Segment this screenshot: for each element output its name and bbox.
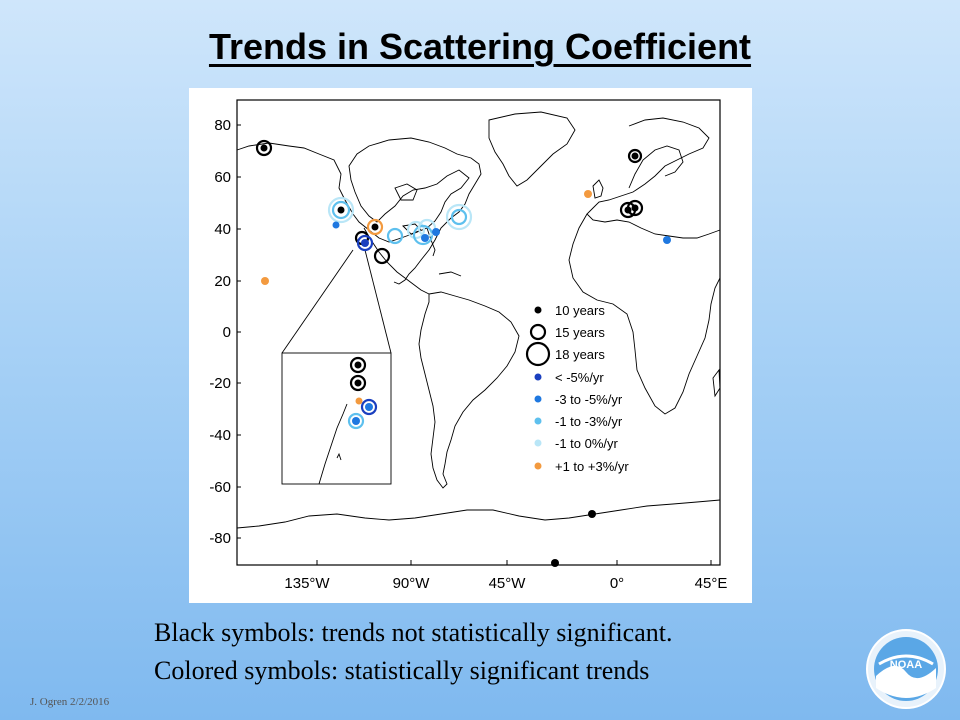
station-marker xyxy=(356,234,374,252)
inset-marker xyxy=(352,417,360,425)
noaa-logo: NOAA xyxy=(865,628,947,710)
station-marker xyxy=(331,200,351,220)
map-legend: 10 years 15 years 18 years < -5%/yr -3 t… xyxy=(525,303,629,474)
coastlines xyxy=(236,111,721,529)
legend-label: < -5%/yr xyxy=(555,370,604,385)
legend-symbol-15y xyxy=(529,323,547,341)
y-tick-label: -20 xyxy=(209,375,231,392)
legend-symbol-10y xyxy=(534,306,542,314)
legend-symbol-lt-minus5 xyxy=(534,373,542,381)
y-tick-label: -80 xyxy=(209,530,231,547)
inset-marker xyxy=(347,412,365,430)
legend-label: -3 to -5%/yr xyxy=(555,392,623,407)
legend-label: 18 years xyxy=(555,347,605,362)
slide-title: Trends in Scattering Coefficient xyxy=(0,26,960,68)
station-marker xyxy=(327,196,355,224)
noaa-logo-icon: NOAA xyxy=(866,629,946,709)
inset-marker xyxy=(365,403,373,411)
inset-box xyxy=(281,352,392,485)
station-marker xyxy=(361,239,369,247)
station-marker xyxy=(588,510,596,518)
author-date-footer: J. Ogren 2/2/2016 xyxy=(30,696,110,708)
station-markers xyxy=(255,139,671,567)
y-tick-label: -40 xyxy=(209,427,231,444)
station-marker xyxy=(450,208,468,226)
y-tick-label: 20 xyxy=(214,273,231,290)
y-tick-label: 80 xyxy=(214,117,231,134)
station-marker xyxy=(261,277,269,285)
legend-label: 15 years xyxy=(555,325,605,340)
station-marker xyxy=(445,203,473,231)
y-axis: 80 60 40 20 0 -20 -40 -60 -80 xyxy=(209,117,231,547)
caption-significant: Colored symbols: statistically significa… xyxy=(154,656,650,685)
station-marker xyxy=(332,221,340,229)
legend-symbol-m1-m3 xyxy=(534,417,542,425)
station-marker xyxy=(366,218,384,236)
station-marker xyxy=(627,148,643,164)
legend-symbol-m3-m5 xyxy=(534,395,542,403)
station-marker xyxy=(260,144,268,152)
y-tick-label: 0 xyxy=(223,324,231,341)
trend-map: 80 60 40 20 0 -20 -40 -60 -80 135°W 90°W… xyxy=(209,99,727,592)
station-marker xyxy=(551,559,559,567)
slide-title-text: Trends in Scattering Coefficient xyxy=(208,26,752,67)
station-marker xyxy=(432,228,440,236)
station-marker xyxy=(371,223,379,231)
station-marker xyxy=(337,206,345,214)
legend-label: 10 years xyxy=(555,303,605,318)
station-marker xyxy=(386,227,404,245)
inset-marker xyxy=(354,379,362,387)
legend-label: +1 to +3%/yr xyxy=(555,459,629,474)
x-tick-label: 45°W xyxy=(489,575,527,592)
inset-marker xyxy=(354,361,362,369)
station-marker xyxy=(663,236,671,244)
x-tick-label: 90°W xyxy=(393,575,431,592)
noaa-logo-text: NOAA xyxy=(890,659,922,671)
y-tick-label: -60 xyxy=(209,479,231,496)
station-marker xyxy=(406,220,426,240)
inset-marker xyxy=(349,356,367,374)
x-tick-label: 45°E xyxy=(695,575,728,592)
station-marker xyxy=(421,234,429,242)
station-marker xyxy=(631,152,639,160)
map-frame xyxy=(236,99,721,566)
map-panel: 80 60 40 20 0 -20 -40 -60 -80 135°W 90°W… xyxy=(189,88,752,603)
inset-marker xyxy=(360,398,378,416)
x-tick-label: 135°W xyxy=(284,575,330,592)
legend-symbol-18y xyxy=(525,341,551,367)
y-tick-label: 40 xyxy=(214,221,231,238)
x-axis: 135°W 90°W 45°W 0° 45°E xyxy=(284,575,727,592)
caption-not-significant: Black symbols: trends not statistically … xyxy=(154,618,673,647)
station-marker xyxy=(255,139,273,157)
inset-zoom xyxy=(281,249,392,485)
x-tick-label: 0° xyxy=(610,575,624,592)
station-marker xyxy=(373,247,391,265)
station-marker xyxy=(626,199,644,217)
station-marker xyxy=(584,190,592,198)
inset-marker xyxy=(355,397,363,405)
station-marker xyxy=(631,204,639,212)
legend-label: -1 to 0%/yr xyxy=(555,436,619,451)
legend-label: -1 to -3%/yr xyxy=(555,414,623,429)
legend-symbol-m1-0 xyxy=(534,439,542,447)
legend-symbol-p1-p3 xyxy=(534,462,542,470)
inset-marker xyxy=(349,374,367,392)
y-ticks xyxy=(237,124,712,565)
y-tick-label: 60 xyxy=(214,169,231,186)
